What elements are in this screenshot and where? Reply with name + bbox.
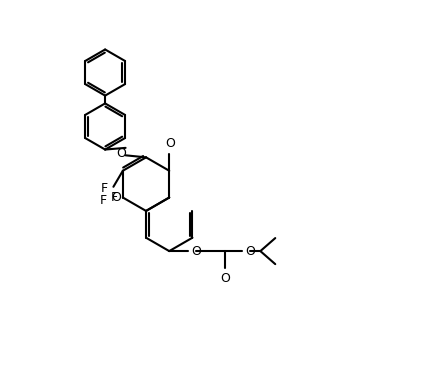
- Text: O: O: [245, 245, 255, 257]
- Text: O: O: [116, 147, 126, 160]
- Text: O: O: [111, 191, 121, 204]
- Text: F: F: [101, 182, 108, 195]
- Text: F: F: [111, 191, 118, 204]
- Text: O: O: [192, 245, 201, 257]
- Text: O: O: [165, 137, 175, 150]
- Text: F: F: [99, 195, 106, 208]
- Text: O: O: [220, 272, 230, 285]
